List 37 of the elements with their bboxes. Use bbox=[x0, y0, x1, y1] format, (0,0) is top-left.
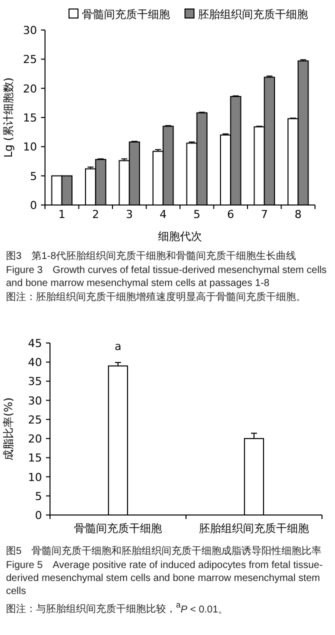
text: Figure 3 Growth curves of fetal tissue-derived mesenchymal stem cells and bone marrow mesenchymal stem cells at passages 1-8 bbox=[6, 265, 327, 289]
x-tick-label: 8 bbox=[294, 208, 302, 221]
y-axis-title: 成脂比率(%) bbox=[2, 397, 15, 461]
y-axis-title: Lg (累计细胞数) bbox=[2, 77, 15, 158]
x-tick-label: 3 bbox=[126, 208, 133, 221]
x-tick-label: 7 bbox=[260, 208, 268, 221]
text: 图注：胚胎组织间充质干细胞增殖速度明显高于骨髓间充质干细胞。 bbox=[6, 292, 306, 303]
y-tick-label: 0 bbox=[30, 199, 37, 212]
x-tick-label: 5 bbox=[193, 208, 200, 221]
y-tick-label: 30 bbox=[23, 24, 37, 37]
y-tick-label: 20 bbox=[23, 82, 37, 96]
y-tick-label: 5 bbox=[30, 170, 37, 183]
y-tick-label: 0 bbox=[35, 509, 42, 522]
y-tick-label: 20 bbox=[28, 432, 42, 446]
y-tick-label: 25 bbox=[28, 413, 42, 426]
text: 图5 骨髓间充质干细胞和胚胎组织间充质干细胞成脂诱导阳性细胞比率 bbox=[6, 546, 322, 557]
y-tick-label: 30 bbox=[28, 394, 42, 408]
x-tick-label: 1 bbox=[58, 208, 66, 221]
y-tick-label: 25 bbox=[23, 53, 37, 66]
y-tick-label: 15 bbox=[23, 112, 37, 124]
x-tick-label: 6 bbox=[227, 208, 234, 221]
text: 图注：与胚胎组织间充质干细胞比较，$^{a}$P < 0.01。 bbox=[6, 600, 228, 616]
x-tick-label: 4 bbox=[160, 208, 167, 221]
y-tick-label: 40 bbox=[28, 356, 42, 370]
text: 图3 第1-8代胚胎组织间充质干细胞和骨髓间充质干细胞生长曲线 bbox=[6, 251, 296, 262]
legend-label: 骨髓间充质干细胞 bbox=[82, 8, 170, 21]
y-tick-label: 5 bbox=[35, 490, 42, 503]
annotation: a bbox=[114, 340, 122, 353]
x-tick-label: 2 bbox=[92, 208, 100, 221]
legend-label: 胚胎组织间充质干细胞 bbox=[198, 8, 308, 21]
text: Figure 5 Average positive rate of induced adipocytes from fetal tissue-derived mesenchymal stem cells and bone marrow mesenchymal stem cells bbox=[6, 560, 323, 597]
y-tick-label: 15 bbox=[28, 452, 42, 465]
y-tick-label: 10 bbox=[23, 140, 37, 154]
y-tick-label: 10 bbox=[28, 470, 42, 484]
x-axis-title: 细胞代次 bbox=[158, 230, 202, 243]
y-tick-label: 35 bbox=[28, 375, 42, 388]
y-tick-label: 45 bbox=[28, 337, 42, 350]
